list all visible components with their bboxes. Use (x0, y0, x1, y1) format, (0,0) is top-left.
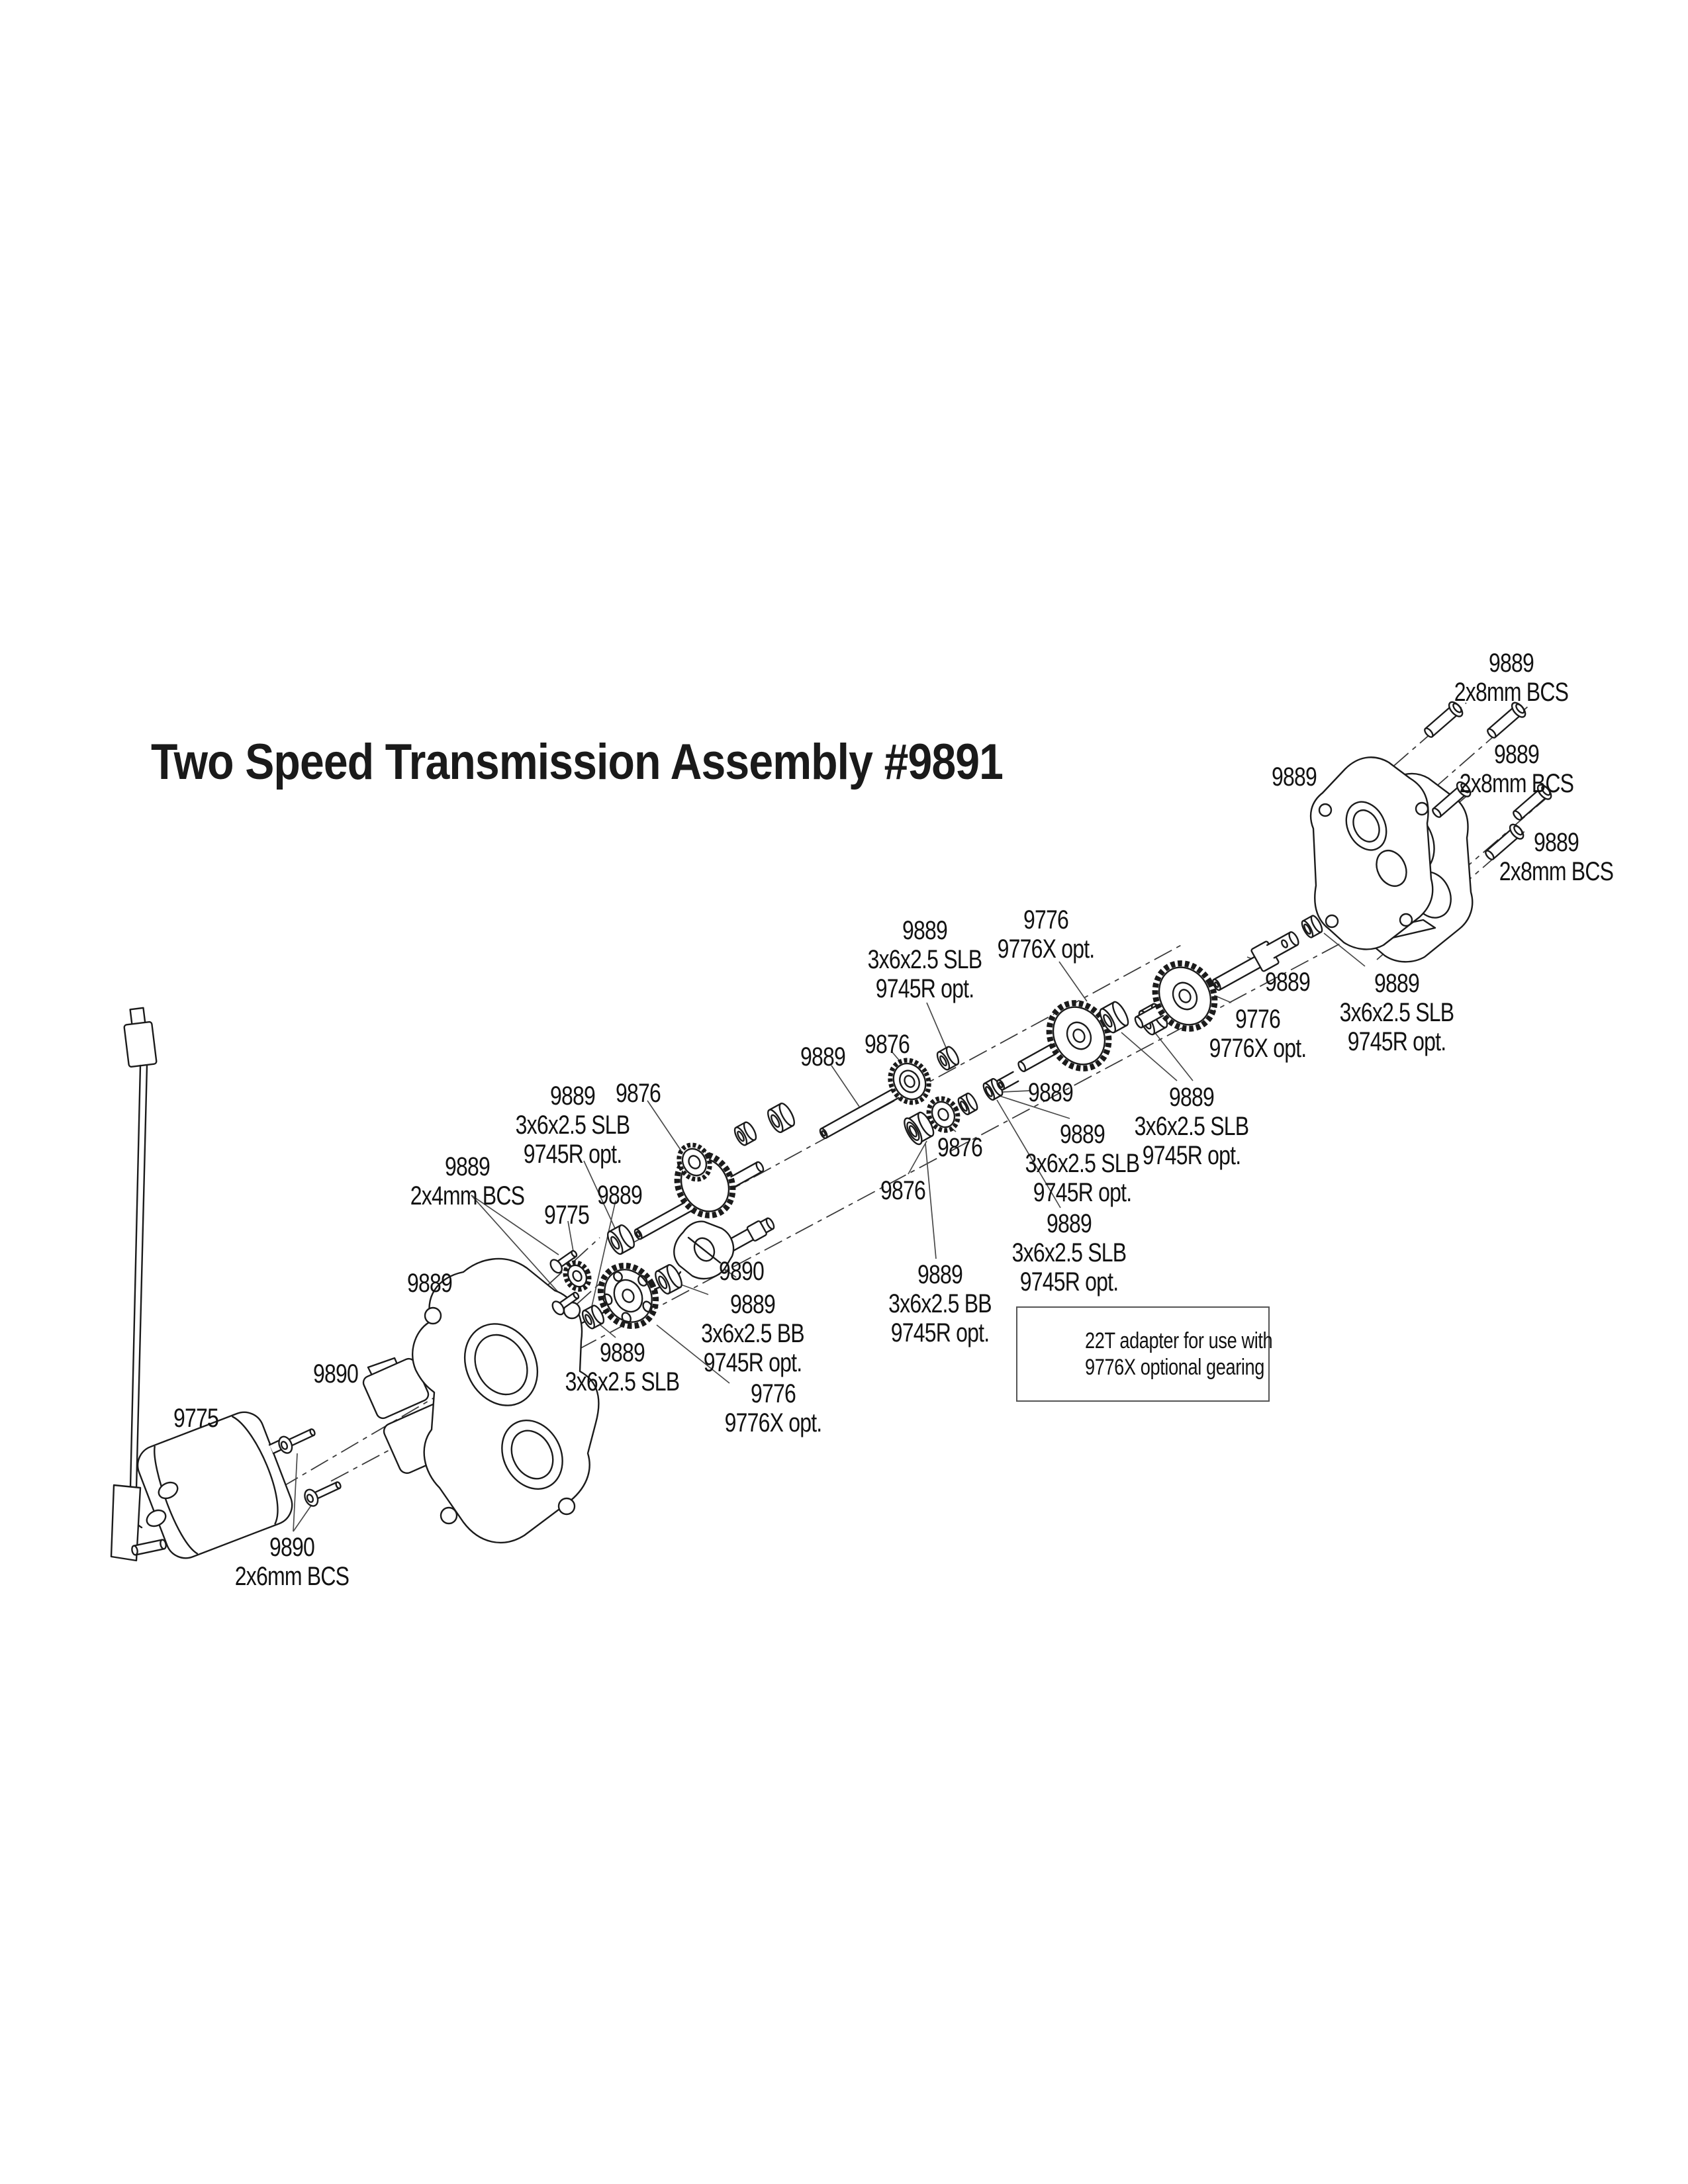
screw-2x8-bcs (1487, 702, 1526, 739)
screw-2x8-bcs (1485, 823, 1524, 860)
part-label-bushing-low: 9889 3x6x2.5 SLB (565, 1338, 680, 1396)
transmission-case-left (412, 1257, 600, 1544)
part-label-shift-cam: 9890 (719, 1257, 765, 1286)
part-label-bushing-9889-left: 9889 (597, 1181, 643, 1210)
part-label-bearing-right: 9889 3x6x2.5 BB 9745R opt. (888, 1260, 992, 1347)
screw-2x8-bcs (1432, 781, 1472, 818)
part-label-gear-9876-d: 9876 (880, 1176, 926, 1205)
part-label-screw-2x8-top: 9889 2x8mm BCS (1454, 649, 1569, 707)
screw-2x4-bcs-2 (551, 1291, 580, 1316)
part-label-gear-9876-b: 9876 (865, 1030, 910, 1059)
part-label-bushing-mid: 9889 (1028, 1078, 1074, 1107)
spacer-bushing (1301, 915, 1323, 938)
screw-2x4-bcs-1 (549, 1250, 578, 1274)
motor (110, 1411, 293, 1562)
motor-bracket (110, 1484, 142, 1562)
part-label-bushing-pair-low: 9889 3x6x2.5 SLB 9745R opt. (1011, 1209, 1127, 1297)
part-label-gear-9776-low: 9776 9776X opt. (1209, 1005, 1307, 1063)
bushing (581, 1304, 605, 1330)
note-line-1: 22T adapter for use with (1085, 1328, 1273, 1353)
part-label-motor-pinion: 9775 (544, 1201, 590, 1230)
part-label-bearing-pair-right: 9889 3x6x2.5 SLB 9745R opt. (1134, 1083, 1249, 1170)
note-line-2: 9776X optional gearing (1085, 1355, 1264, 1380)
leader-lines (293, 933, 1366, 1532)
bushing (982, 1077, 1004, 1101)
idler-shaft-2 (819, 1086, 904, 1139)
gear-shaft-stub (1017, 1042, 1060, 1073)
part-label-bushing-out-right: 9889 3x6x2.5 SLB 9745R opt. (1339, 969, 1454, 1056)
bushing (733, 1121, 757, 1146)
part-label-screw-2x4: 9889 2x4mm BCS (410, 1152, 525, 1210)
note-box: 22T adapter for use with 9776X optional … (1016, 1306, 1273, 1402)
ball-bearing (1099, 1001, 1129, 1034)
pinion-gear-9876 (926, 1096, 961, 1133)
part-label-bearing-low: 9889 3x6x2.5 BB 9745R opt. (701, 1290, 804, 1377)
screw-2x8-bcs (1424, 701, 1464, 738)
part-label-case-right: 9889 (1272, 762, 1317, 792)
screw-2x6-bcs-2 (304, 1481, 342, 1507)
bushing (936, 1046, 960, 1071)
motor-wires (123, 1007, 158, 1529)
part-label-bushing-pair-mid: 9889 3x6x2.5 SLB 9745R opt. (1025, 1120, 1140, 1207)
part-label-output-shaft: 9889 (1265, 968, 1311, 997)
part-label-screw-2x8-low: 9889 2x8mm BCS (1499, 828, 1614, 886)
part-label-gear-9776-top: 9776 9776X opt. (997, 905, 1096, 964)
screw-2x8-bcs (1513, 784, 1552, 821)
part-label-bushing-top-left: 9889 3x6x2.5 SLB 9745R opt. (867, 916, 982, 1003)
part-label-gear-9776-bottom: 9776 9776X opt. (724, 1379, 823, 1437)
shaft-end (996, 1071, 1019, 1091)
part-label-screw-2x8-mid: 9889 2x8mm BCS (1459, 740, 1574, 798)
ball-bearing (767, 1102, 796, 1134)
flanged-bearing (904, 1111, 935, 1146)
part-label-bushing-left: 9889 3x6x2.5 SLB 9745R opt. (515, 1081, 630, 1169)
shift-cam (673, 1220, 735, 1280)
output-slider-shaft (1212, 931, 1299, 991)
screw-2x6-bcs-1 (278, 1428, 316, 1454)
part-label-case-left: 9889 (407, 1269, 453, 1298)
part-label-linkage: 9890 (313, 1359, 359, 1388)
part-label-screw-2x6: 9890 2x6mm BCS (234, 1533, 350, 1591)
spur-gear-9776-low (1152, 960, 1218, 1032)
case-gasket-plate (1309, 756, 1434, 950)
part-label-motor: 9775 (173, 1404, 219, 1433)
combo-gear-9876 (674, 1142, 736, 1218)
spur-gear-40t-left (597, 1262, 659, 1330)
motor-pinion-gear (563, 1260, 592, 1292)
part-label-gear-9876-c: 9876 (937, 1133, 983, 1162)
bushing (957, 1092, 978, 1116)
ball-bearing (655, 1264, 682, 1295)
ball-bearing (606, 1224, 635, 1255)
part-label-gear-9876-a: 9876 (616, 1079, 661, 1108)
part-label-shaft-top: 9889 (800, 1042, 846, 1071)
page-title: Two Speed Transmission Assembly #9891 (151, 734, 1004, 790)
